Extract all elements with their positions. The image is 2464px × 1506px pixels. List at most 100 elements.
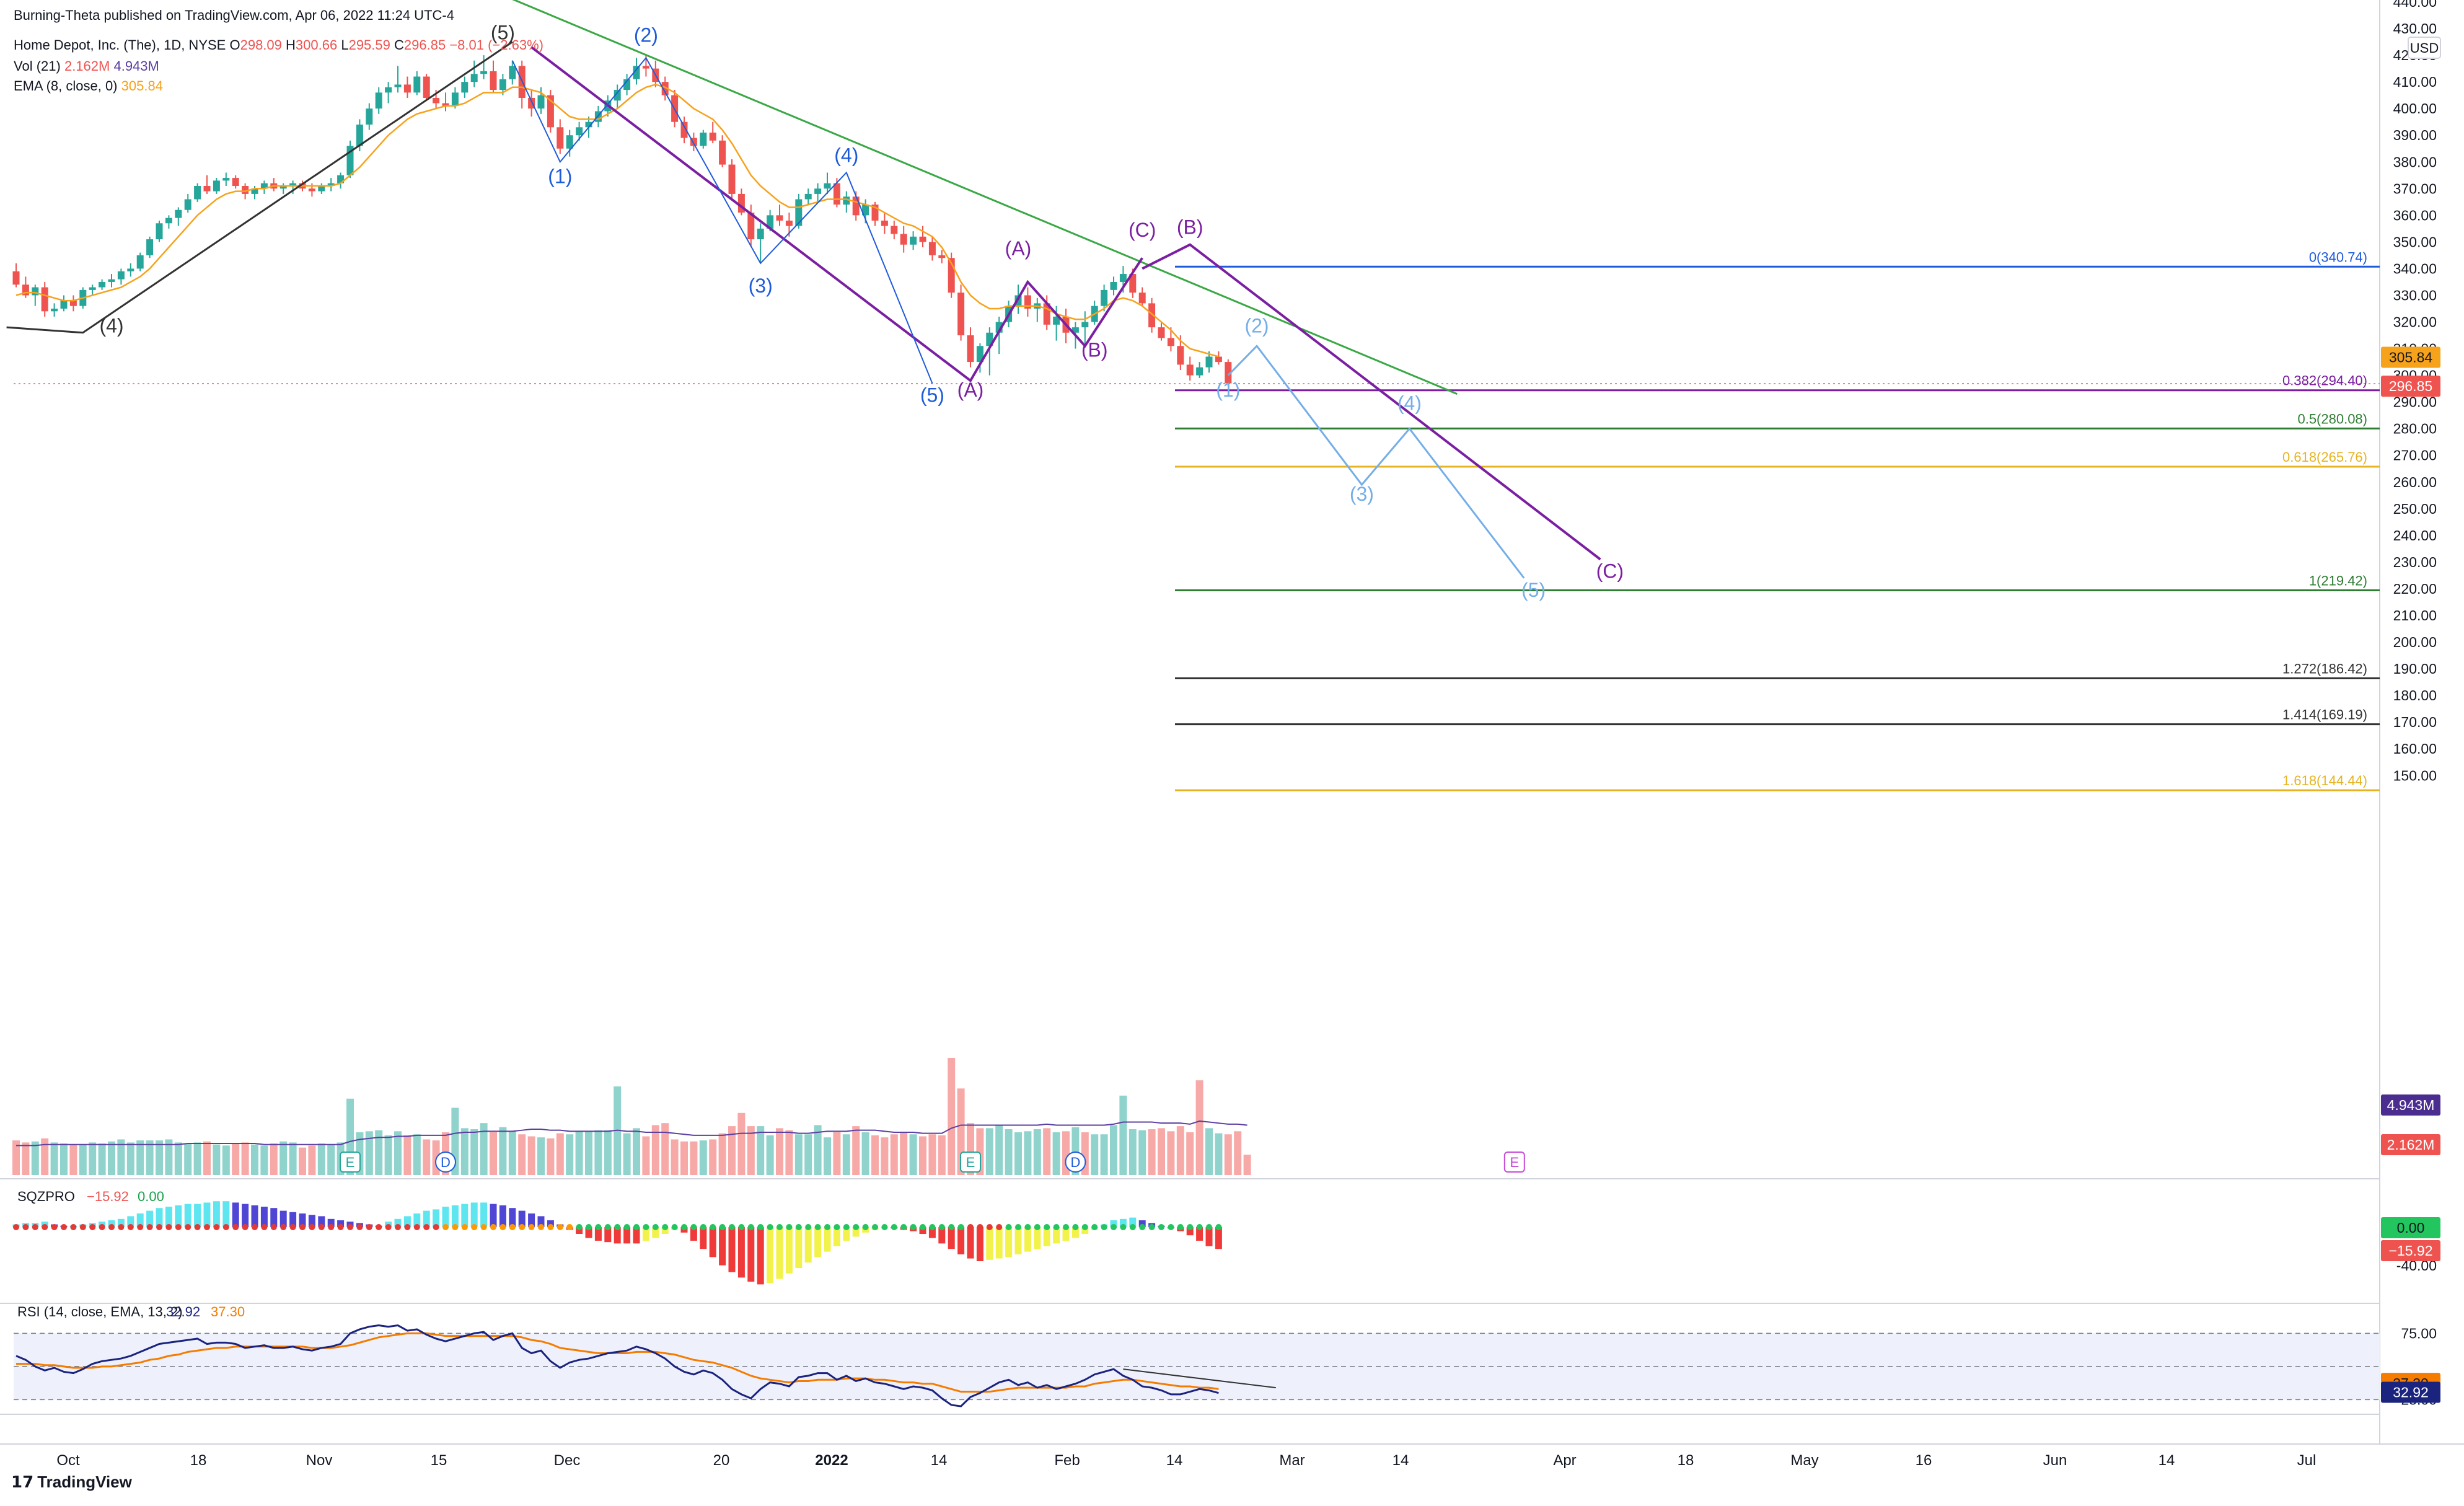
candle-body xyxy=(461,82,469,93)
volume-bar xyxy=(518,1134,526,1175)
sqzpro-bar xyxy=(146,1210,154,1227)
time-tick-label: Nov xyxy=(306,1452,333,1469)
sqzpro-bar xyxy=(804,1227,812,1263)
candle-body xyxy=(576,127,583,136)
rsi-line xyxy=(15,1324,1219,1407)
sqzpro-bar xyxy=(747,1227,755,1282)
candle-body xyxy=(451,92,459,106)
volume-bar xyxy=(699,1140,707,1175)
last-price-tag-bg xyxy=(2381,376,2440,397)
trend-line xyxy=(530,46,1143,383)
candle-body xyxy=(948,258,955,293)
sqzpro-bar xyxy=(499,1205,506,1227)
sqzpro-dot xyxy=(242,1224,249,1230)
candle-body xyxy=(394,84,402,87)
sqzpro-bar xyxy=(824,1227,831,1252)
price-tick-label: 350.00 xyxy=(2393,234,2437,250)
candle-body xyxy=(1158,327,1165,338)
candle-body xyxy=(795,199,803,226)
sqzpro-dot xyxy=(834,1224,840,1230)
candle-body xyxy=(251,188,258,194)
sqzpro-dot xyxy=(70,1224,77,1230)
candle-body xyxy=(566,135,573,149)
volume-bar xyxy=(728,1126,736,1175)
sqzpro-tag2: −15.92 xyxy=(2389,1243,2433,1259)
sqzpro-dot xyxy=(1091,1224,1098,1230)
sqzpro-bar xyxy=(1034,1227,1041,1249)
candle-body xyxy=(986,332,993,346)
sqzpro-bar xyxy=(737,1227,745,1278)
volume-bar xyxy=(108,1141,115,1175)
candle-body xyxy=(403,84,411,93)
sqzpro-dot xyxy=(576,1224,583,1230)
sqzpro-dot xyxy=(270,1224,277,1230)
volume-bar xyxy=(499,1127,507,1175)
sqzpro-dot xyxy=(232,1224,239,1230)
candle-body xyxy=(1186,364,1194,376)
volume-bar xyxy=(12,1140,20,1175)
wave-label: (5) xyxy=(1521,579,1546,601)
sqzpro-dot xyxy=(299,1224,306,1230)
sqzpro-dot xyxy=(757,1224,764,1230)
sqzpro-bar xyxy=(213,1201,220,1227)
sqzpro-bar xyxy=(919,1227,926,1234)
candle-body xyxy=(824,183,831,189)
sqzpro-dot xyxy=(547,1224,554,1230)
time-tick-label: 15 xyxy=(431,1452,447,1469)
volume-bar xyxy=(861,1132,869,1175)
volume-bar xyxy=(241,1142,249,1175)
sqzpro-bar xyxy=(394,1218,402,1227)
candle-body xyxy=(175,209,182,218)
sqzpro-bar xyxy=(757,1227,764,1285)
time-tick-label: 14 xyxy=(2158,1452,2175,1469)
volume-bar xyxy=(642,1136,650,1175)
event-marker-label: D xyxy=(1070,1155,1080,1170)
fib-level-label: 0.5(280.08) xyxy=(2297,411,2367,426)
volume-legend: Vol (21) 2.162M 4.943M xyxy=(14,58,159,74)
volume-ma-line xyxy=(16,1120,1247,1147)
candle-body xyxy=(1215,356,1222,363)
sqzpro-dot xyxy=(910,1224,917,1230)
sqzpro-dot xyxy=(137,1224,144,1230)
sqzpro-bar xyxy=(661,1227,669,1234)
candle-body xyxy=(871,205,879,221)
sqzpro-bar xyxy=(938,1227,946,1244)
sqzpro-dot xyxy=(1168,1224,1174,1230)
volume-ma-tag-bg xyxy=(2381,1094,2440,1116)
wave-label: (A) xyxy=(1005,237,1032,260)
volume-bar xyxy=(423,1139,431,1175)
volume-bar xyxy=(881,1137,889,1175)
sqzpro-dot xyxy=(948,1224,955,1230)
sqzpro-dot xyxy=(929,1224,936,1230)
sqzpro-dot xyxy=(376,1224,382,1230)
volume-bar xyxy=(900,1132,908,1175)
wave-label: (4) xyxy=(1397,392,1422,415)
candle-body xyxy=(194,186,201,200)
sqzpro-dot xyxy=(1129,1224,1136,1230)
candle-body xyxy=(757,228,764,240)
candle-body xyxy=(385,87,392,93)
sqzpro-bar xyxy=(1110,1220,1117,1227)
sqzpro-dot xyxy=(881,1224,888,1230)
candle-body xyxy=(633,66,640,79)
volume-tag: 2.162M xyxy=(2387,1137,2435,1153)
volume-bar xyxy=(289,1142,297,1175)
volume-bar xyxy=(69,1144,77,1175)
sqzpro-bar xyxy=(279,1210,287,1227)
sqzpro-bar xyxy=(1043,1227,1050,1246)
candle-body xyxy=(690,138,697,146)
volume-bar xyxy=(1014,1132,1022,1175)
candle-body xyxy=(995,322,1003,333)
sqzpro-dot xyxy=(261,1224,268,1230)
sqzpro-dot xyxy=(1148,1224,1155,1230)
volume-bar xyxy=(948,1058,956,1175)
volume-bar xyxy=(1052,1132,1060,1175)
candle-body xyxy=(1119,274,1127,282)
candle-body xyxy=(1110,281,1117,290)
tradingview-logo-icon: 17 xyxy=(11,1473,34,1492)
candle-body xyxy=(833,183,840,205)
sqzpro-bar xyxy=(633,1227,640,1244)
price-tick-label: 170.00 xyxy=(2393,714,2437,730)
volume-bar xyxy=(299,1147,306,1175)
